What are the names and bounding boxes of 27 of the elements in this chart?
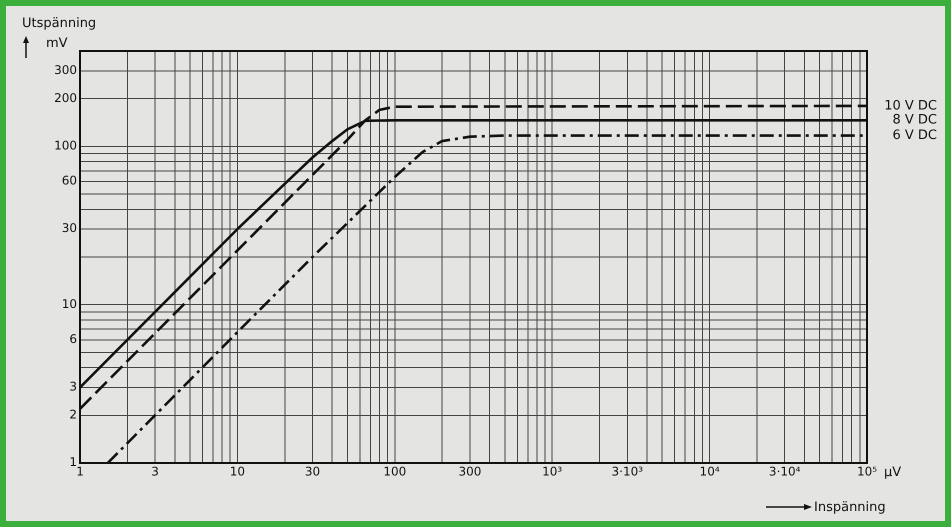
y-tick-label: 10 (62, 296, 77, 311)
y-tick-label: 1 (69, 455, 77, 470)
series-label: 8 V DC (892, 112, 937, 128)
y-tick-label: 2 (69, 407, 77, 422)
x-tick-label: 30 (304, 464, 320, 478)
x-tick-label: 3 (151, 464, 159, 478)
x-tick-label: 10⁵ (856, 464, 878, 478)
x-tick-label: 10 (230, 464, 246, 478)
y-tick-label: 200 (54, 90, 77, 105)
y-tick-label: 100 (54, 138, 77, 152)
x-tick-label: 3·10⁴ (768, 464, 801, 478)
text: mV (46, 36, 68, 51)
x-axis-title: Inspänning (814, 500, 886, 515)
series-label: 10 V DC (884, 98, 937, 114)
x-tick-label: 3·10³ (612, 464, 644, 478)
y-axis-title: Utspänning (22, 16, 96, 31)
x-tick-label: 300 (458, 464, 482, 478)
text: µV (884, 465, 902, 480)
y-tick-label: 30 (62, 221, 77, 236)
x-tick-label: 100 (383, 464, 406, 478)
y-tick-label: 6 (69, 332, 77, 346)
x-tick-label: 10⁴ (700, 464, 720, 478)
y-tick-label: 60 (62, 174, 77, 188)
series-label: 6 V DC (892, 128, 937, 143)
y-tick-label: 300 (54, 62, 77, 77)
x-tick-label: 10³ (542, 464, 562, 478)
y-tick-label: 3 (69, 380, 77, 394)
